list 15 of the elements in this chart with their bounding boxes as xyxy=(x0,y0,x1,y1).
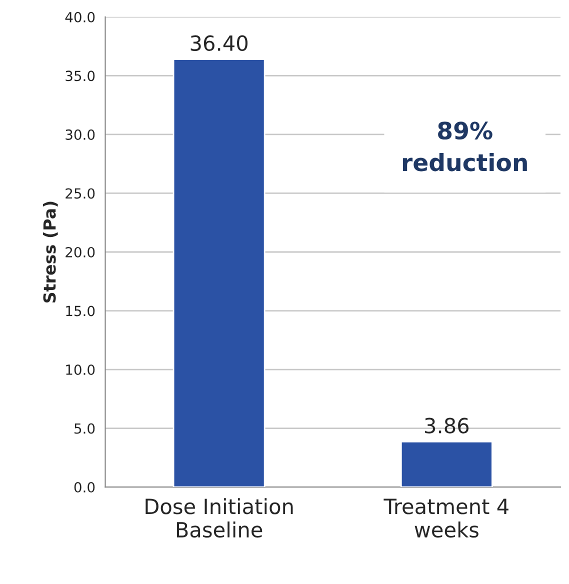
data-label: 36.40 xyxy=(190,35,248,52)
x-tick-label: Treatment 4 weeks xyxy=(384,498,508,538)
y-tick-label: 35.0 xyxy=(66,70,95,82)
y-tick-label: 10.0 xyxy=(66,364,95,375)
y-tick-label: 5.0 xyxy=(74,423,95,434)
y-axis-title: Stress (Pa) xyxy=(42,202,58,302)
data-label: 3.86 xyxy=(425,418,469,434)
y-tick-label: 20.0 xyxy=(66,246,95,258)
y-tick-label: 15.0 xyxy=(66,306,95,316)
y-tick-label: 30.0 xyxy=(66,129,95,140)
y-tick-label: 25.0 xyxy=(66,188,95,199)
y-tick-label: 0.0 xyxy=(74,482,95,493)
annotation: 89% reduction xyxy=(402,122,527,172)
y-tick-label: 40.0 xyxy=(65,12,95,22)
x-tick-label: Dose Initiation Baseline xyxy=(146,498,293,538)
